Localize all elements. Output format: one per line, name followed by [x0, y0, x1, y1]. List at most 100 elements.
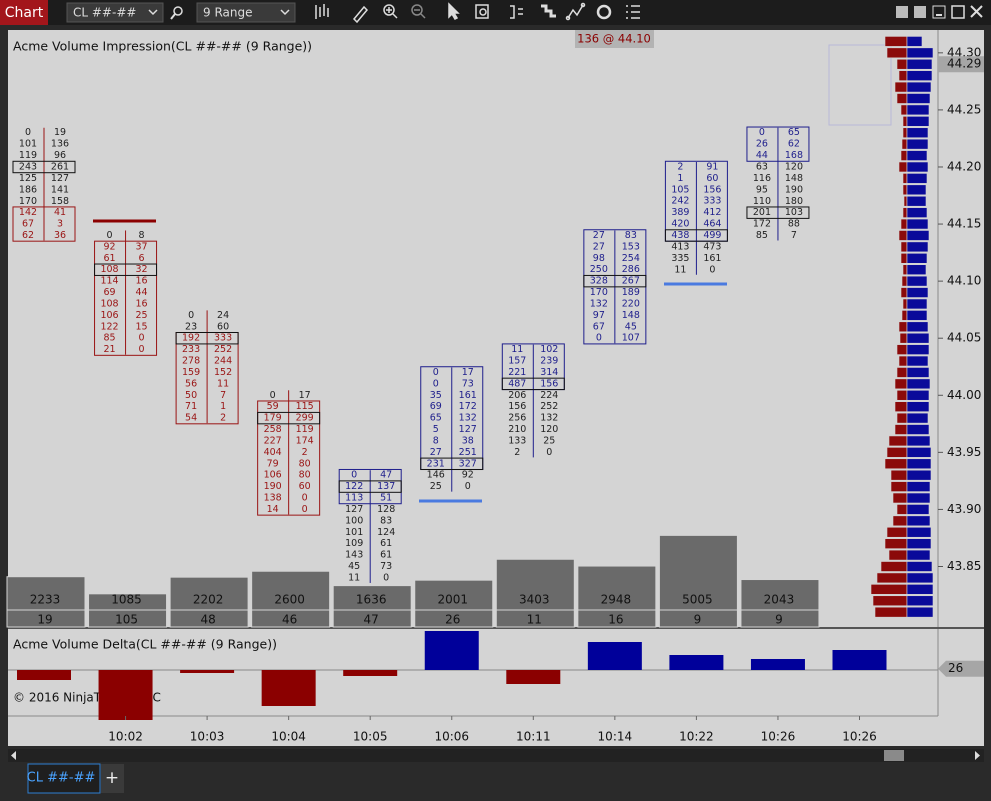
- bid-volume: 5: [433, 424, 439, 435]
- instrument-dropdown[interactable]: [66, 2, 164, 23]
- profile-bid: [894, 401, 908, 412]
- bid-volume: 1: [677, 173, 683, 184]
- profile-ask: [906, 526, 932, 538]
- ask-volume: 299: [296, 413, 314, 424]
- search-icon[interactable]: [173, 6, 183, 16]
- bid-volume: 132: [590, 298, 608, 309]
- time-label: 10:22: [679, 730, 714, 744]
- profile-ask: [906, 595, 934, 607]
- ask-volume: 124: [377, 527, 395, 538]
- volume-label: 1085: [111, 593, 142, 607]
- toolbar-icons[interactable]: [315, 2, 640, 24]
- bid-volume: 227: [264, 435, 282, 446]
- count-cell: [740, 609, 820, 628]
- ask-volume: 61: [380, 538, 392, 549]
- bid-volume: 25: [430, 481, 442, 492]
- profile-ask: [906, 538, 932, 549]
- bid-volume: 156: [508, 401, 526, 412]
- profile-bid: [901, 310, 908, 321]
- chart-tab[interactable]: [0, 0, 48, 25]
- profile-bid: [886, 47, 908, 59]
- bid-volume: 438: [671, 230, 689, 241]
- ask-volume: 16: [136, 276, 148, 287]
- time-label: 10:04: [271, 730, 306, 744]
- profile-ask: [906, 469, 932, 481]
- profile-bid: [898, 321, 908, 333]
- price-tick-label: 44.20: [947, 159, 981, 173]
- bid-volume: 100: [345, 515, 363, 526]
- instrument-tab-label: CL ##-##: [27, 771, 96, 786]
- bid-volume: 45: [348, 561, 360, 572]
- ask-volume: 261: [51, 161, 69, 172]
- ask-volume: 252: [540, 401, 558, 412]
- bid-volume: 114: [100, 276, 118, 287]
- ask-volume: 0: [302, 504, 308, 515]
- bid-volume: 221: [508, 367, 526, 378]
- ask-volume: 60: [706, 173, 718, 184]
- ask-volume: 141: [51, 184, 69, 195]
- delta-bar: [424, 631, 479, 670]
- profile-ask: [906, 572, 934, 584]
- profile-bid: [900, 104, 908, 116]
- volume-label: 2043: [764, 593, 795, 607]
- volume-bar: [658, 534, 738, 611]
- volume-label: 2948: [601, 593, 632, 607]
- bid-volume: 11: [511, 344, 523, 355]
- ask-volume: 80: [299, 470, 311, 481]
- bid-volume: 243: [19, 161, 37, 172]
- bid-volume: 170: [590, 287, 608, 298]
- profile-ask: [906, 104, 930, 116]
- delta-bar: [832, 650, 887, 670]
- profile-bid: [894, 81, 908, 93]
- ask-volume: 47: [380, 470, 392, 481]
- scroll-thumb[interactable]: [884, 750, 904, 761]
- ask-volume: 473: [703, 241, 721, 252]
- ask-volume: 92: [462, 470, 474, 481]
- profile-ask: [906, 161, 929, 173]
- delta-bar: [587, 642, 642, 670]
- bid-volume: 106: [264, 470, 282, 481]
- profile-ask: [906, 70, 933, 81]
- profile-ask: [906, 481, 931, 492]
- count-label: 19: [37, 613, 52, 627]
- ask-volume: 333: [214, 333, 232, 344]
- period-dropdown[interactable]: [196, 2, 296, 23]
- bid-volume: 8: [433, 435, 439, 446]
- bid-volume: 206: [508, 390, 526, 401]
- profile-bid: [896, 344, 908, 355]
- period-label: 9 Range: [203, 6, 252, 20]
- poc-box: [746, 206, 810, 219]
- ask-volume: 137: [377, 481, 395, 492]
- bid-volume: 116: [753, 173, 771, 184]
- profile-ask: [906, 355, 929, 367]
- bid-volume: 98: [593, 253, 605, 264]
- toolbar: [0, 0, 991, 25]
- bid-volume: 0: [759, 127, 765, 138]
- ask-volume: 119: [296, 424, 314, 435]
- bid-volume: 143: [345, 550, 363, 561]
- ask-volume: 41: [54, 207, 66, 218]
- bid-volume: 26: [756, 139, 768, 150]
- scrollbar[interactable]: [8, 749, 984, 762]
- last-trade-box: [575, 30, 654, 48]
- ask-volume: 120: [540, 424, 558, 435]
- bid-volume: 63: [756, 161, 768, 172]
- time-label: 10:05: [353, 730, 388, 744]
- ask-volume: 25: [136, 310, 148, 321]
- bid-volume: 157: [508, 356, 526, 367]
- bid-volume: 21: [104, 344, 116, 355]
- bid-volume: 79: [267, 458, 279, 469]
- bid-volume: 108: [100, 298, 118, 309]
- profile-ask: [906, 138, 929, 150]
- bar-body: [94, 240, 158, 356]
- instrument-tab[interactable]: [27, 763, 101, 794]
- ask-volume: 0: [465, 481, 471, 492]
- ask-volume: 73: [380, 561, 392, 572]
- price-tick-label: 44.05: [947, 331, 981, 345]
- ask-volume: 38: [462, 435, 474, 446]
- ask-volume: 1: [220, 401, 226, 412]
- window-buttons[interactable]: [896, 5, 983, 19]
- profile-bid: [884, 36, 908, 47]
- profile-ask: [906, 184, 927, 196]
- add-tab[interactable]: [101, 764, 124, 793]
